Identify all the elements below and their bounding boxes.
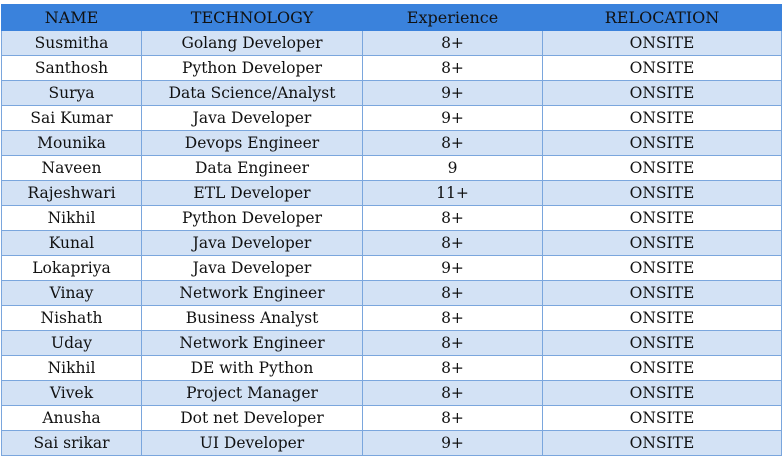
cell-name: Kunal <box>1 230 142 256</box>
cell-technology: Java Developer <box>141 255 363 281</box>
cell-name: Sai Kumar <box>1 105 142 131</box>
cell-experience: 9+ <box>362 80 543 106</box>
cell-name: Lokapriya <box>1 255 142 281</box>
cell-relocation: ONSITE <box>542 130 782 156</box>
cell-experience: 9 <box>362 155 543 181</box>
table-row: Anusha Dot net Developer 8+ ONSITE <box>1 405 782 431</box>
cell-relocation: ONSITE <box>542 155 782 181</box>
cell-technology: Network Engineer <box>141 280 363 306</box>
header-relocation: RELOCATION <box>542 4 782 31</box>
cell-technology: Data Engineer <box>141 155 363 181</box>
cell-experience: 8+ <box>362 205 543 231</box>
cell-name: Rajeshwari <box>1 180 142 206</box>
table-row: Naveen Data Engineer 9 ONSITE <box>1 155 782 181</box>
cell-experience: 9+ <box>362 105 543 131</box>
cell-experience: 8+ <box>362 280 543 306</box>
cell-technology: Golang Developer <box>141 30 363 56</box>
cell-technology: Business Analyst <box>141 305 363 331</box>
cell-name: Susmitha <box>1 30 142 56</box>
cell-relocation: ONSITE <box>542 380 782 406</box>
header-experience: Experience <box>362 4 543 31</box>
header-technology: TECHNOLOGY <box>141 4 363 31</box>
cell-relocation: ONSITE <box>542 55 782 81</box>
cell-experience: 8+ <box>362 330 543 356</box>
cell-name: Santhosh <box>1 55 142 81</box>
cell-relocation: ONSITE <box>542 255 782 281</box>
table-row: Sai srikar UI Developer 9+ ONSITE <box>1 430 782 456</box>
table-row: Nikhil DE with Python 8+ ONSITE <box>1 355 782 381</box>
cell-name: Nikhil <box>1 205 142 231</box>
cell-name: Vinay <box>1 280 142 306</box>
table-row: Rajeshwari ETL Developer 11+ ONSITE <box>1 180 782 206</box>
cell-experience: 9+ <box>362 430 543 456</box>
cell-technology: Java Developer <box>141 105 363 131</box>
cell-technology: Project Manager <box>141 380 363 406</box>
cell-relocation: ONSITE <box>542 205 782 231</box>
cell-technology: Python Developer <box>141 55 363 81</box>
table-row: Nishath Business Analyst 8+ ONSITE <box>1 305 782 331</box>
cell-name: Nishath <box>1 305 142 331</box>
cell-name: Nikhil <box>1 355 142 381</box>
cell-relocation: ONSITE <box>542 430 782 456</box>
cell-experience: 8+ <box>362 305 543 331</box>
table-row: Sai Kumar Java Developer 9+ ONSITE <box>1 105 782 131</box>
cell-experience: 8+ <box>362 30 543 56</box>
cell-experience: 11+ <box>362 180 543 206</box>
cell-relocation: ONSITE <box>542 180 782 206</box>
table-body: Susmitha Golang Developer 8+ ONSITE Santhosh… <box>1 30 782 456</box>
table-row: Mounika Devops Engineer 8+ ONSITE <box>1 130 782 156</box>
cell-technology: Java Developer <box>141 230 363 256</box>
cell-name: Anusha <box>1 405 142 431</box>
candidate-table: NAME TECHNOLOGY Experience RELOCATION Su… <box>1 4 782 456</box>
cell-relocation: ONSITE <box>542 105 782 131</box>
cell-relocation: ONSITE <box>542 280 782 306</box>
cell-technology: Devops Engineer <box>141 130 363 156</box>
table-row: Santhosh Python Developer 8+ ONSITE <box>1 55 782 81</box>
cell-relocation: ONSITE <box>542 305 782 331</box>
cell-experience: 8+ <box>362 55 543 81</box>
cell-technology: ETL Developer <box>141 180 363 206</box>
cell-experience: 8+ <box>362 355 543 381</box>
cell-technology: DE with Python <box>141 355 363 381</box>
cell-relocation: ONSITE <box>542 30 782 56</box>
cell-experience: 8+ <box>362 405 543 431</box>
cell-experience: 8+ <box>362 130 543 156</box>
cell-technology: Python Developer <box>141 205 363 231</box>
table-row: Surya Data Science/Analyst 9+ ONSITE <box>1 80 782 106</box>
cell-technology: Network Engineer <box>141 330 363 356</box>
cell-name: Surya <box>1 80 142 106</box>
table-row: Lokapriya Java Developer 9+ ONSITE <box>1 255 782 281</box>
table-header: NAME TECHNOLOGY Experience RELOCATION <box>1 4 782 31</box>
cell-name: Sai srikar <box>1 430 142 456</box>
table-row: Kunal Java Developer 8+ ONSITE <box>1 230 782 256</box>
cell-technology: Dot net Developer <box>141 405 363 431</box>
cell-relocation: ONSITE <box>542 405 782 431</box>
table-row: Vinay Network Engineer 8+ ONSITE <box>1 280 782 306</box>
table-row: Vivek Project Manager 8+ ONSITE <box>1 380 782 406</box>
cell-name: Vivek <box>1 380 142 406</box>
cell-relocation: ONSITE <box>542 355 782 381</box>
table-row: Susmitha Golang Developer 8+ ONSITE <box>1 30 782 56</box>
cell-relocation: ONSITE <box>542 330 782 356</box>
table-row: Uday Network Engineer 8+ ONSITE <box>1 330 782 356</box>
cell-relocation: ONSITE <box>542 230 782 256</box>
cell-technology: Data Science/Analyst <box>141 80 363 106</box>
cell-name: Uday <box>1 330 142 356</box>
cell-technology: UI Developer <box>141 430 363 456</box>
header-row: NAME TECHNOLOGY Experience RELOCATION <box>1 4 782 31</box>
table-row: Nikhil Python Developer 8+ ONSITE <box>1 205 782 231</box>
cell-name: Naveen <box>1 155 142 181</box>
cell-name: Mounika <box>1 130 142 156</box>
cell-experience: 8+ <box>362 230 543 256</box>
cell-relocation: ONSITE <box>542 80 782 106</box>
cell-experience: 9+ <box>362 255 543 281</box>
header-name: NAME <box>1 4 142 31</box>
cell-experience: 8+ <box>362 380 543 406</box>
